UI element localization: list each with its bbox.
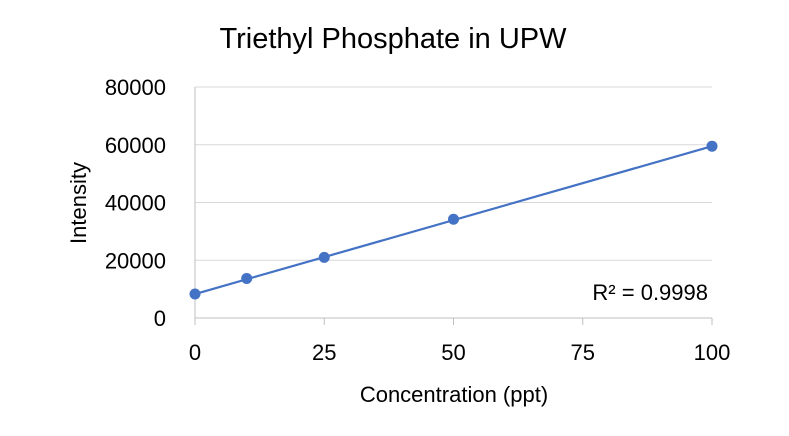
data-point (706, 140, 718, 152)
x-tick-label: 50 (441, 340, 465, 365)
data-point (318, 251, 330, 263)
y-tick-label: 60000 (105, 133, 166, 158)
r-squared-annotation: R² = 0.9998 (592, 280, 708, 305)
y-tick-label: 80000 (105, 75, 166, 100)
x-axis-label: Concentration (ppt) (360, 382, 548, 407)
y-tick-label: 0 (154, 306, 166, 331)
y-axis-label: Intensity (66, 162, 91, 244)
y-tick-label: 40000 (105, 191, 166, 216)
axes (194, 87, 713, 325)
x-tick-label: 100 (694, 340, 731, 365)
x-tick-label: 25 (312, 340, 336, 365)
y-tick-label: 20000 (105, 248, 166, 273)
data-point (448, 213, 459, 225)
chart-title: Triethyl Phosphate in UPW (219, 23, 567, 55)
data-point (189, 288, 201, 300)
y-tick-labels: 0 20000 40000 60000 80000 (105, 75, 166, 331)
x-tick-label: 75 (571, 340, 595, 365)
x-tick-label: 0 (189, 340, 201, 365)
data-points (189, 140, 718, 300)
gridlines (195, 86, 712, 261)
data-point (241, 272, 253, 284)
x-tick-labels: 0 25 50 75 100 (189, 340, 730, 365)
